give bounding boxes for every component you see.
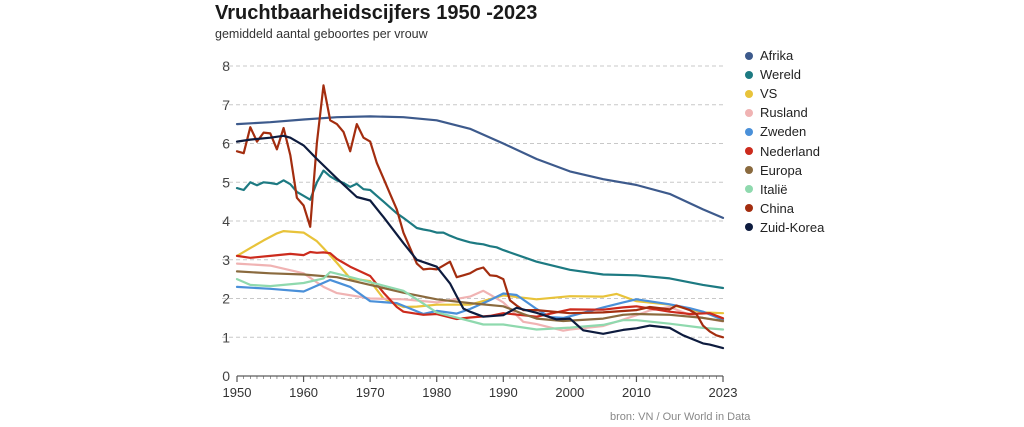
legend-item: VS <box>745 84 824 103</box>
y-tick-label: 8 <box>222 58 230 74</box>
legend-item: Wereld <box>745 65 824 84</box>
x-tick-label: 1950 <box>223 385 252 400</box>
legend-marker <box>745 70 753 79</box>
chart-title: Vruchtbaarheidscijfers 1950 -2023 <box>215 2 538 24</box>
legend-marker <box>745 147 753 156</box>
legend-label: Wereld <box>760 67 801 83</box>
x-tick-label: 1980 <box>422 385 451 400</box>
legend-item: Zuid-Korea <box>745 218 824 237</box>
legend-item: China <box>745 199 824 218</box>
legend-marker <box>745 51 753 60</box>
legend-label: Nederland <box>760 143 820 159</box>
legend-label: Italië <box>760 181 788 197</box>
source-note: bron: VN / Our World in Data <box>610 411 751 423</box>
series-line-zuid-korea <box>235 134 725 350</box>
y-tick-label: 1 <box>222 329 230 345</box>
legend-marker <box>745 108 753 117</box>
series-line-itali- <box>235 271 725 331</box>
legend-item: Europa <box>745 161 824 180</box>
legend-label: Rusland <box>760 105 808 121</box>
legend-marker <box>745 204 753 213</box>
x-tick-label: 2010 <box>622 385 651 400</box>
legend-item: Rusland <box>745 103 824 122</box>
legend-marker <box>745 166 753 175</box>
series-line-afrika <box>235 115 725 219</box>
legend-label: China <box>760 200 794 216</box>
legend-label: Zuid-Korea <box>760 219 825 235</box>
legend-label: Zweden <box>760 124 807 140</box>
series-line-vs <box>235 230 725 315</box>
y-tick-label: 3 <box>222 252 230 268</box>
x-axis: 1950 1960 1970 1980 1990 2000 2010 2023 <box>223 375 738 400</box>
chart-subtitle: gemiddeld aantal geboortes per vrouw <box>215 27 428 41</box>
y-axis-labels: 0 1 2 3 4 5 6 7 8 <box>222 58 230 384</box>
y-tick-label: 7 <box>222 97 230 113</box>
y-tick-label: 5 <box>222 174 230 190</box>
legend-marker <box>745 89 753 98</box>
series-line-nederland <box>235 250 725 321</box>
legend-marker <box>745 223 753 232</box>
series-line-europa <box>235 270 725 323</box>
y-tick-label: 2 <box>222 291 230 307</box>
y-tick-label: 0 <box>222 368 230 384</box>
legend-label: VS <box>760 86 778 102</box>
legend-item: Zweden <box>745 122 824 141</box>
series-line-wereld <box>235 169 725 290</box>
legend-item: Nederland <box>745 141 824 160</box>
chart-legend: Afrika Wereld VS Rusland Zweden Nederland Euro… <box>745 46 824 237</box>
legend-item: Afrika <box>745 46 824 65</box>
legend-item: Italië <box>745 180 824 199</box>
series-line-zweden <box>235 278 725 321</box>
legend-marker <box>745 185 753 194</box>
y-tick-label: 6 <box>222 136 230 152</box>
x-tick-label: 1960 <box>289 385 318 400</box>
series-line-china <box>235 84 725 339</box>
y-tick-label: 4 <box>222 213 230 229</box>
x-tick-label: 2000 <box>555 385 584 400</box>
x-tick-label: 2023 <box>709 385 738 400</box>
x-tick-label: 1970 <box>356 385 385 400</box>
legend-label: Afrika <box>760 48 794 64</box>
chart-series-lines <box>235 84 725 350</box>
x-tick-label: 1990 <box>489 385 518 400</box>
legend-marker <box>745 127 753 136</box>
legend-label: Europa <box>760 162 802 178</box>
